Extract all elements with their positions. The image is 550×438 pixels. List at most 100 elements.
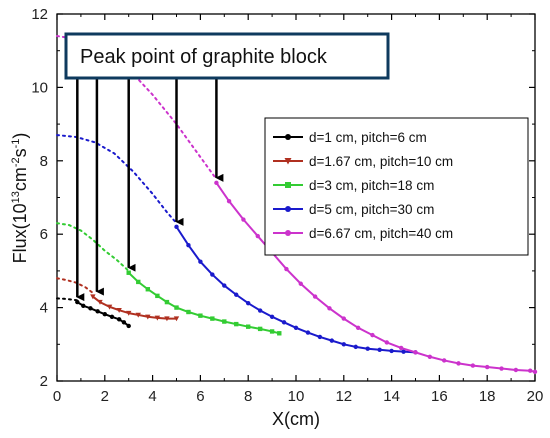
data-point bbox=[384, 340, 390, 345]
data-point bbox=[532, 369, 538, 375]
legend-item: d=1 cm, pitch=6 cm bbox=[273, 130, 427, 145]
data-point bbox=[312, 294, 318, 299]
data-point bbox=[226, 198, 232, 204]
x-tick-label: 8 bbox=[244, 388, 252, 405]
data-point bbox=[298, 281, 303, 286]
data-point bbox=[329, 338, 335, 343]
data-point bbox=[257, 326, 263, 332]
data-point bbox=[246, 324, 251, 329]
data-point bbox=[353, 344, 358, 350]
y-tick-label: 4 bbox=[40, 300, 48, 317]
data-point bbox=[284, 266, 289, 272]
data-point bbox=[281, 320, 287, 325]
y-tick-label: 6 bbox=[40, 226, 48, 243]
data-point bbox=[135, 312, 141, 318]
data-point bbox=[174, 224, 179, 230]
series-5-extrapolation bbox=[56, 35, 218, 181]
y-tick-label: 12 bbox=[31, 6, 48, 23]
data-point bbox=[126, 270, 131, 275]
data-point bbox=[75, 299, 80, 305]
data-point bbox=[90, 294, 96, 300]
data-point bbox=[222, 319, 227, 324]
data-point bbox=[106, 304, 113, 310]
x-tick-label: 4 bbox=[148, 388, 156, 405]
data-point bbox=[377, 347, 382, 353]
data-point bbox=[246, 300, 251, 306]
legend-label: d=5 cm, pitch=30 cm bbox=[309, 202, 434, 217]
y-tick-labels: 2 4 6 8 10 12 bbox=[31, 6, 48, 390]
data-point bbox=[145, 314, 151, 320]
data-point bbox=[255, 233, 260, 239]
data-point bbox=[413, 350, 418, 355]
data-point bbox=[116, 317, 122, 322]
x-tick-labels: 0 2 4 6 8 10 12 14 16 18 20 bbox=[53, 388, 544, 405]
x-tick-label: 12 bbox=[335, 388, 352, 405]
legend-label: d=3 cm, pitch=18 cm bbox=[309, 178, 434, 193]
y-axis-title: Flux(1013cm-2s-1) bbox=[10, 133, 30, 264]
data-point bbox=[305, 330, 311, 335]
annotation-box: Peak point of graphite block bbox=[64, 32, 390, 80]
legend-label: d=6.67 cm, pitch=40 cm bbox=[309, 226, 453, 241]
x-tick-label: 6 bbox=[196, 388, 204, 405]
x-tick-label: 14 bbox=[383, 388, 400, 405]
series-3-extrapolation bbox=[56, 222, 130, 272]
data-point bbox=[277, 331, 282, 336]
data-point bbox=[164, 299, 170, 305]
series-4 bbox=[56, 134, 418, 355]
x-tick-label: 2 bbox=[101, 388, 109, 405]
x-tick-label: 18 bbox=[479, 388, 496, 405]
legend-marker bbox=[285, 134, 291, 140]
data-point bbox=[121, 320, 127, 325]
y-tick-label: 10 bbox=[31, 79, 48, 96]
data-point bbox=[210, 272, 215, 277]
data-point bbox=[102, 312, 108, 317]
series-3-line bbox=[128, 272, 280, 335]
y-tick-label: 8 bbox=[40, 153, 48, 170]
data-point bbox=[365, 346, 370, 351]
data-point bbox=[456, 361, 461, 366]
data-point bbox=[327, 306, 332, 311]
legend-marker bbox=[285, 182, 291, 188]
data-point bbox=[257, 308, 263, 313]
legend-marker bbox=[285, 230, 291, 236]
legend-marker bbox=[284, 158, 292, 165]
data-point bbox=[154, 315, 161, 321]
data-point bbox=[485, 364, 490, 370]
data-point bbox=[398, 345, 404, 351]
data-point bbox=[145, 287, 151, 292]
data-point bbox=[214, 180, 219, 186]
data-point bbox=[174, 305, 179, 310]
data-point bbox=[97, 299, 103, 305]
data-point bbox=[441, 358, 447, 363]
series-4-extrapolation bbox=[56, 134, 178, 225]
data-point bbox=[293, 325, 299, 330]
y-tick-label: 2 bbox=[40, 373, 48, 390]
data-point bbox=[198, 259, 203, 264]
data-point bbox=[234, 321, 239, 327]
data-point bbox=[241, 217, 246, 222]
data-point bbox=[401, 349, 406, 354]
data-point bbox=[355, 325, 361, 330]
data-point bbox=[186, 309, 191, 315]
data-point bbox=[513, 367, 519, 373]
data-point bbox=[317, 334, 323, 340]
data-point bbox=[269, 314, 275, 319]
data-point bbox=[499, 366, 504, 371]
data-point bbox=[427, 354, 433, 359]
data-point bbox=[341, 316, 346, 321]
series-1 bbox=[56, 297, 131, 329]
data-point bbox=[88, 306, 93, 311]
series-2-line bbox=[92, 295, 177, 320]
data-point bbox=[186, 243, 191, 248]
legend-label: d=1.67 cm, pitch=10 cm bbox=[309, 154, 453, 169]
data-point bbox=[116, 307, 122, 313]
data-point bbox=[95, 309, 100, 314]
legend: d=1 cm, pitch=6 cm d=1.67 cm, pitch=10 cm… bbox=[264, 117, 529, 256]
data-point bbox=[341, 342, 346, 347]
legend-frame bbox=[264, 117, 529, 256]
data-point bbox=[234, 292, 239, 297]
legend-item: d=5 cm, pitch=30 cm bbox=[273, 202, 434, 217]
series-1-extrapolation bbox=[56, 297, 79, 302]
series-2-extrapolation bbox=[56, 277, 94, 294]
data-point bbox=[126, 323, 131, 329]
